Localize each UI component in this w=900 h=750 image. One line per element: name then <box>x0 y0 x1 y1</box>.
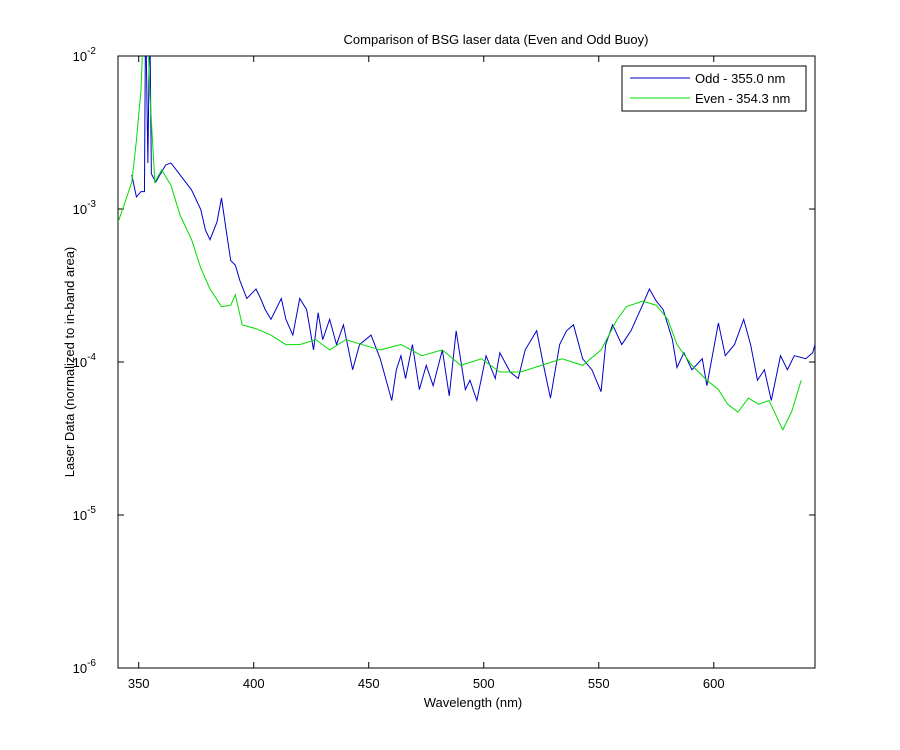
y-tick-base: 10 <box>73 508 87 523</box>
x-tick-label: 350 <box>128 676 150 691</box>
y-tick-label: 10-6 <box>73 658 97 676</box>
y-tick-exponent: -2 <box>87 46 96 57</box>
series-line <box>131 56 815 403</box>
y-tick-exponent: -5 <box>87 505 96 516</box>
x-axis-label: Wavelength (nm) <box>424 695 523 710</box>
legend-box <box>621 65 807 112</box>
legend-label: Even - 354.3 nm <box>695 91 790 106</box>
y-tick-base: 10 <box>73 49 87 64</box>
y-tick-exponent: -3 <box>87 199 96 210</box>
x-tick-label: 400 <box>243 676 265 691</box>
y-tick-label: 10-2 <box>73 46 97 64</box>
y-tick-exponent: -4 <box>87 352 96 363</box>
y-tick-label: 10-4 <box>73 352 97 370</box>
chart-title: Comparison of BSG laser data (Even and O… <box>344 32 649 47</box>
x-tick-label: 600 <box>703 676 725 691</box>
x-tick-label: 450 <box>358 676 380 691</box>
y-tick-label: 10-5 <box>73 505 97 523</box>
y-tick-base: 10 <box>73 202 87 217</box>
plot-area <box>117 55 816 669</box>
legend-label: Odd - 355.0 nm <box>695 71 785 86</box>
y-tick-label: 10-3 <box>73 199 97 217</box>
x-tick-label: 550 <box>588 676 610 691</box>
series-line <box>118 56 802 432</box>
y-tick-base: 10 <box>73 355 87 370</box>
y-tick-exponent: -6 <box>87 658 96 669</box>
y-axis-label: Laser Data (normalized to in-band area) <box>62 247 77 478</box>
y-tick-base: 10 <box>73 661 87 676</box>
plot-lines <box>118 56 815 432</box>
x-tick-label: 500 <box>473 676 495 691</box>
